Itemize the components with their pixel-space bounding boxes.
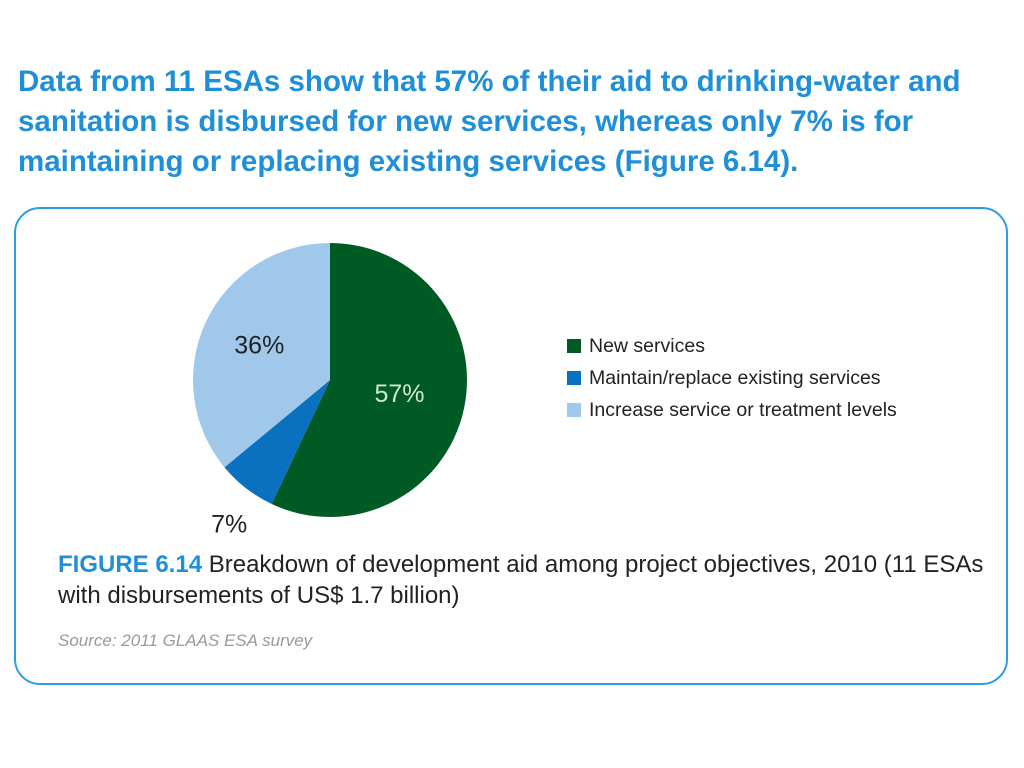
legend-item: Increase service or treatment levels xyxy=(567,394,897,426)
pie-slice-increase-service-or-treatment-levels xyxy=(192,243,330,468)
legend-label: Increase service or treatment levels xyxy=(589,398,897,421)
legend-label: New services xyxy=(589,334,705,357)
pie-slice-maintain-replace-existing-services xyxy=(224,380,330,504)
chart-legend: New services Maintain/replace existing se… xyxy=(567,330,897,426)
legend-item: Maintain/replace existing services xyxy=(567,362,897,394)
pie-chart: 57% 7% 36% xyxy=(192,243,468,539)
figure-caption: FIGURE 6.14 Breakdown of development aid… xyxy=(58,549,988,611)
pie-data-label: 7% xyxy=(211,511,247,539)
figure-card: 57% 7% 36% New services Maintain/replace ex… xyxy=(14,207,1008,685)
figure-label: FIGURE 6.14 xyxy=(58,551,203,578)
legend-swatch xyxy=(567,339,581,353)
legend-swatch xyxy=(567,403,581,417)
pie-slice-new-services xyxy=(271,243,468,517)
headline: Data from 11 ESAs show that 57% of their… xyxy=(18,65,961,178)
pie-data-label: 57% xyxy=(374,380,424,408)
source-note: Source: 2011 GLAAS ESA survey xyxy=(58,631,313,650)
legend-item: New services xyxy=(567,330,897,362)
legend-label: Maintain/replace existing services xyxy=(589,366,881,389)
figure-caption-text: Breakdown of development aid among proje… xyxy=(58,551,984,609)
pie-data-label: 36% xyxy=(234,331,284,359)
legend-swatch xyxy=(567,371,581,385)
